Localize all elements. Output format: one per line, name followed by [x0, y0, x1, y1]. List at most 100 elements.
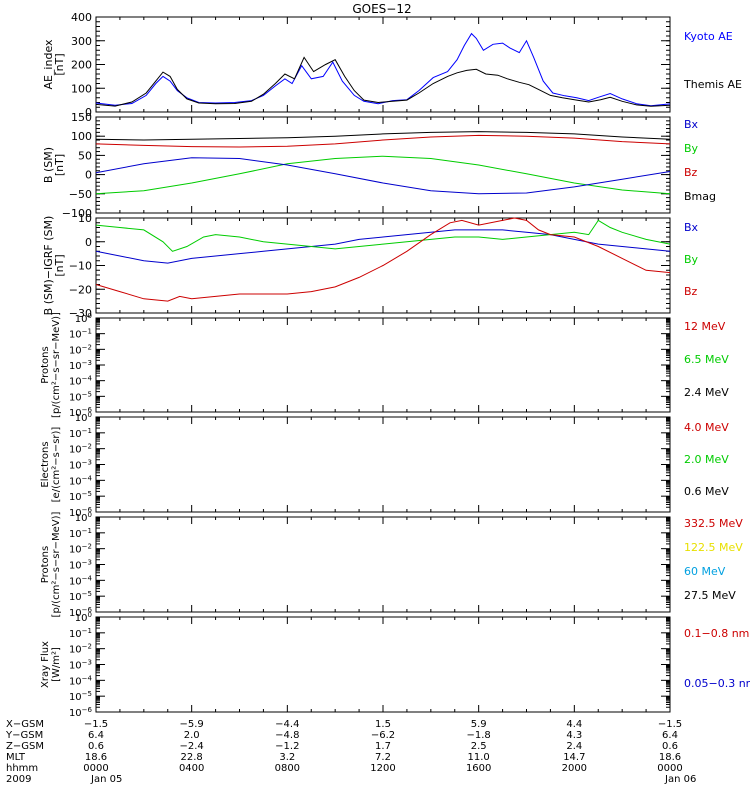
ephemeris-row-label: Y−GSM: [5, 730, 43, 741]
y-tick-exponent: −2: [82, 543, 92, 551]
y-tick-label: 100: [71, 82, 92, 95]
y-tick-label: 100: [75, 312, 92, 325]
y-tick-label: 0: [85, 106, 92, 119]
y-tick-label: 10−3: [69, 559, 92, 572]
plot-title: GOES−12: [352, 2, 411, 16]
ephemeris-value: −4.4: [275, 719, 299, 730]
y-tick-exponent: −3: [82, 359, 92, 367]
y-tick-label: 10−5: [69, 690, 92, 703]
ephemeris-row-label: X−GSM: [6, 719, 44, 730]
y-tick-label: −30: [69, 307, 92, 320]
y-tick-exponent: −1: [82, 527, 92, 535]
panel-frame: [95, 616, 671, 713]
ephemeris-value: Jan 06: [664, 774, 696, 785]
ephemeris-value: −4.8: [275, 730, 299, 741]
series-line-by: [95, 155, 671, 195]
ephemeris-value: 11.0: [468, 752, 490, 763]
y-axis-label: Electrons: [40, 441, 51, 487]
y-tick-label: 10−4: [69, 474, 93, 487]
panel-ae: AE_index[nT] 0 100 200 300 400 Kyoto AE Themis …: [42, 11, 742, 119]
y-tick-label: 50: [78, 149, 92, 162]
y-tick-label: 0: [85, 169, 92, 182]
series-line-bx: [95, 157, 671, 195]
legend-label: 0.1−0.8 nm: [684, 627, 749, 640]
y-tick-label: 10−1: [69, 627, 92, 640]
legend-label: 2.4 MeV: [684, 386, 729, 399]
y-tick-exponent: −4: [82, 574, 93, 582]
series-line-by: [95, 219, 671, 252]
legend-label: By: [684, 253, 699, 266]
y-axis-label: Protons: [40, 346, 51, 383]
ephemeris-row-label: MLT: [6, 752, 26, 763]
series-line-bz: [95, 217, 671, 302]
ephemeris-value: −1.8: [467, 730, 491, 741]
panel-frame: [95, 416, 671, 513]
ephemeris-row-label: hhmm: [6, 763, 38, 774]
y-tick-label: 100: [75, 411, 92, 424]
y-axis-label: [p/(cm²−s−sr−MeV)]: [51, 511, 62, 617]
panel-frame: [95, 16, 671, 113]
panel-frame: [95, 516, 671, 613]
legend-label: Bz: [684, 166, 698, 179]
y-tick-label: 10−2: [69, 343, 92, 356]
ephemeris-value: 0000: [83, 763, 108, 774]
y-tick-exponent: −2: [82, 343, 92, 351]
y-axis-label: [W/m²]: [51, 647, 62, 682]
legend-label: 12 MeV: [684, 320, 726, 333]
ephemeris-value: 0800: [275, 763, 300, 774]
y-tick-label: −10: [69, 260, 92, 273]
panel-frame: [95, 116, 671, 214]
ephemeris-value: −5.9: [180, 719, 204, 730]
y-tick-label: 200: [71, 59, 92, 72]
y-tick-exponent: −6: [82, 506, 93, 514]
ephemeris-value: 14.7: [563, 752, 585, 763]
ephemeris-value: 2.4: [566, 741, 582, 752]
panel-frame: [95, 317, 671, 413]
legend-label: 122.5 MeV: [684, 541, 743, 554]
y-tick-label: −100: [62, 207, 92, 220]
y-tick-label: 10−2: [69, 643, 92, 656]
y-tick-exponent: −1: [82, 427, 92, 435]
ephemeris-row-label: Z−GSM: [6, 741, 44, 752]
y-tick-exponent: −5: [82, 490, 92, 498]
y-tick-label: 10−4: [69, 574, 93, 587]
y-tick-label: 10−1: [69, 427, 92, 440]
y-tick-label: 10−5: [69, 490, 92, 503]
y-tick-exponent: 0: [88, 511, 92, 519]
y-tick-exponent: −3: [82, 559, 92, 567]
y-tick-exponent: 0: [88, 312, 92, 320]
ephemeris-value: 4.3: [566, 730, 582, 741]
y-tick-exponent: 0: [88, 411, 92, 419]
ephemeris-value: 4.4: [566, 719, 582, 730]
y-tick-exponent: −6: [82, 406, 93, 414]
y-tick-label: 10−5: [69, 390, 92, 403]
series-line-bmag: [95, 131, 671, 141]
y-axis-label: [nT]: [53, 53, 66, 75]
y-tick-exponent: −2: [82, 443, 92, 451]
y-axis-label: B (SM): [42, 147, 55, 183]
ephemeris-value: 6.4: [662, 730, 678, 741]
legend-label: Bx: [684, 118, 699, 131]
y-tick-exponent: −5: [82, 390, 92, 398]
ephemeris-value: −1.5: [84, 719, 108, 730]
y-tick-label: 0: [85, 236, 92, 249]
y-tick-label: 10: [78, 212, 92, 225]
ephemeris-value: −6.2: [371, 730, 395, 741]
y-axis-label: [nT]: [53, 254, 66, 276]
y-tick-label: 100: [71, 130, 92, 143]
y-tick-label: −20: [69, 283, 92, 296]
y-tick-label: 10−3: [69, 659, 92, 672]
legend-label: 0.05−0.3 nm: [684, 677, 750, 690]
y-tick-exponent: 0: [88, 611, 92, 619]
panel-bsm: B (SM)[nT] −100 −50 0 50 100 150 Bx By Bz Bmag: [42, 111, 716, 220]
y-tick-label: 10−1: [69, 527, 92, 540]
ephemeris-value: 2.0: [184, 730, 200, 741]
y-tick-exponent: −2: [82, 643, 92, 651]
y-tick-label: 100: [75, 611, 92, 624]
panel-protons2: Protons [p/(cm²−s−sr−MeV)] 10−610−510−410−…: [40, 511, 743, 619]
legend-label: Themis AE: [683, 78, 742, 91]
ephemeris-value: 1.5: [375, 719, 391, 730]
y-axis-label: B (SM)−IGRF (SM): [42, 216, 55, 316]
legend-label: Bz: [684, 285, 698, 298]
y-tick-exponent: −1: [82, 328, 92, 336]
